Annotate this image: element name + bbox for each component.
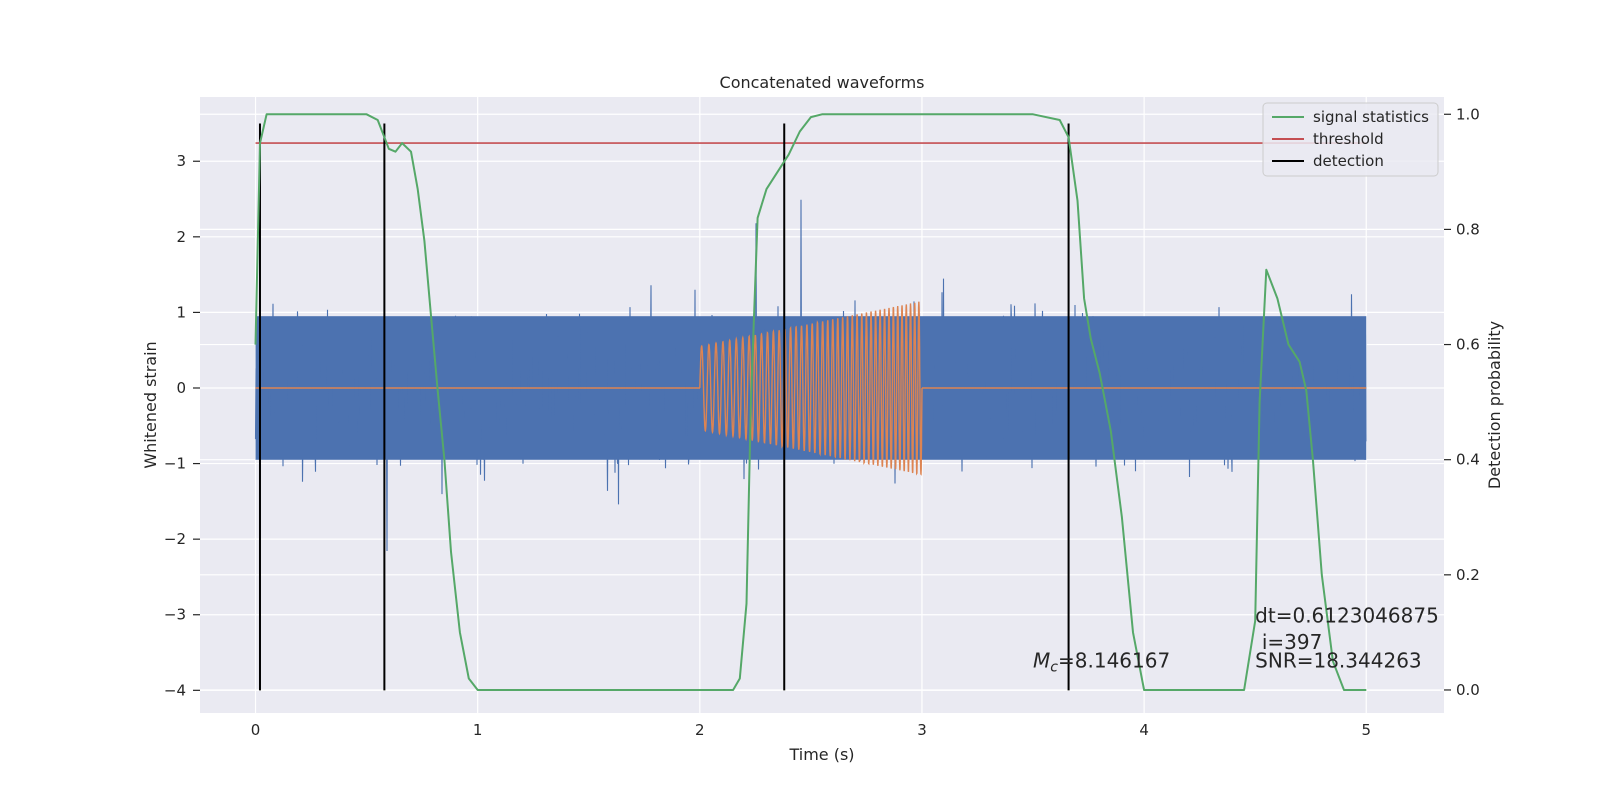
y2-tick-label: 1.0 <box>1456 105 1480 123</box>
legend-label-signal-statistics: signal statistics <box>1313 108 1429 126</box>
y-tick-label: 1 <box>176 303 186 321</box>
legend-label-threshold: threshold <box>1313 130 1384 148</box>
chart-title: Concatenated waveforms <box>720 73 925 92</box>
legend-frame <box>1262 102 1439 177</box>
x-tick-label: 1 <box>473 721 483 739</box>
annotation: Mc=8.146167 <box>1033 649 1170 676</box>
x-tick-label: 0 <box>251 721 261 739</box>
y-tick-label: −3 <box>164 606 186 624</box>
x-axis-label: Time (s) <box>788 745 854 764</box>
y2-axis-label: Detection probability <box>1485 321 1504 489</box>
x-tick-label: 5 <box>1361 721 1371 739</box>
series-layer <box>254 113 1367 691</box>
annotation: i=397 <box>1262 630 1323 654</box>
y-tick-label: −2 <box>164 530 186 548</box>
y2-tick-label: 0.0 <box>1456 681 1480 699</box>
y-tick-label: −4 <box>164 681 186 699</box>
y2-tick-label: 0.2 <box>1456 566 1480 584</box>
x-tick-label: 2 <box>695 721 705 739</box>
legend-label-detection: detection <box>1313 152 1384 170</box>
y2-tick-label: 0.4 <box>1456 451 1480 469</box>
legend: signal statistics threshold detection <box>1262 102 1439 177</box>
y-tick-label: 0 <box>176 379 186 397</box>
template-series <box>255 301 1367 476</box>
annotation: dt=0.6123046875 <box>1255 603 1439 627</box>
annotation: SNR=18.344263 <box>1255 649 1421 673</box>
x-tick-label: 4 <box>1139 721 1149 739</box>
x-tick-label: 3 <box>917 721 927 739</box>
signal-statistics-series <box>254 113 1367 691</box>
y2-tick-label: 0.6 <box>1456 336 1480 354</box>
y-tick-label: 3 <box>176 152 186 170</box>
y-axis-label: Whitened strain <box>141 341 160 468</box>
y-tick-label: −1 <box>164 455 186 473</box>
y-tick-label: 2 <box>176 228 186 246</box>
y2-tick-label: 0.8 <box>1456 220 1480 238</box>
axes-layer: 0 1 2 3 4 5 −4 −3 −2 −1 0 1 2 3 0.0 0.2 0.4 0.6 0.8 1.0 <box>164 105 1480 739</box>
